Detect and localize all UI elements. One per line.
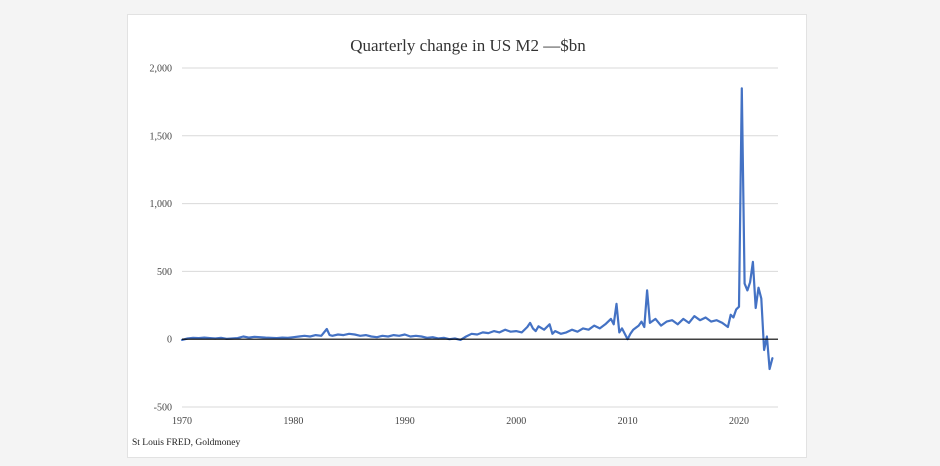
x-tick-label: 2020 [729,416,749,427]
chart-title: Quarterly change in US M2 —$bn [350,36,586,55]
chart-canvas: Quarterly change in US M2 —$bn -500 0 500 1… [132,36,778,448]
y-tick-label: 0 [167,335,172,346]
y-tick-label: 500 [157,267,172,278]
x-tick-label: 2010 [618,416,638,427]
x-tick-label: 1980 [283,416,303,427]
x-tick-label: 2000 [506,416,526,427]
series-layer [180,87,778,371]
x-tick-label: 1990 [395,416,415,427]
y-tick-label: 1,500 [150,131,173,142]
grid-lines [182,67,778,408]
y-tick-label: -500 [154,403,172,414]
y-tick-label: 2,000 [150,64,173,75]
y-axis-ticks: -500 0 500 1,000 1,500 2,000 [150,64,173,414]
source-note: St Louis FRED, Goldmoney [132,438,240,448]
series-line [180,87,774,371]
chart-card: Quarterly change in US M2 —$bn -500 0 500 1… [127,14,807,458]
y-tick-label: 1,000 [150,199,173,210]
x-tick-label: 1970 [172,416,192,427]
x-axis-ticks: 1970 1980 1990 2000 2010 2020 [172,416,749,427]
